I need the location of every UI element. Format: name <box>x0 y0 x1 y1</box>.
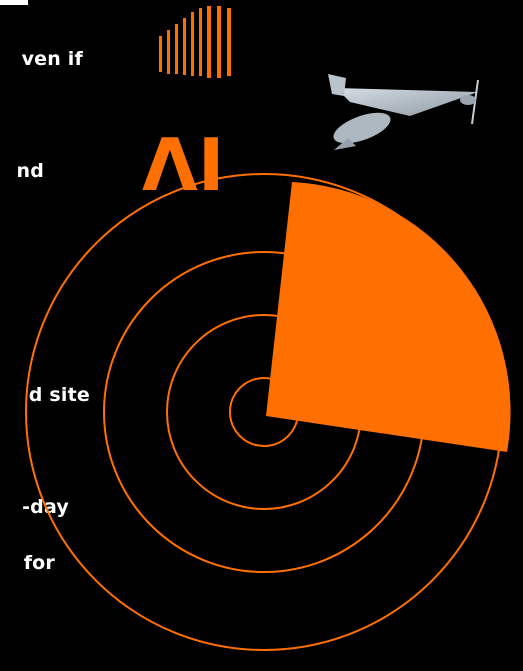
drone-nose <box>334 138 356 150</box>
radar-ring-4 <box>25 173 503 651</box>
drone-motor <box>460 95 476 105</box>
text-line: nd <box>16 160 44 182</box>
text-fragment-top <box>0 0 28 5</box>
radar-ring-1 <box>229 377 299 447</box>
radar-sweep-sector <box>266 182 511 452</box>
ai-logo: ΛI <box>142 6 231 194</box>
radar-ring-2 <box>166 314 362 510</box>
text-line: ven if <box>21 48 83 70</box>
radar-ring-3 <box>103 251 425 573</box>
drone-wing <box>336 88 478 116</box>
drone-image <box>328 74 479 150</box>
logo-text: ΛI <box>142 123 225 194</box>
signal-bars-icon <box>159 6 231 78</box>
drone-fin <box>328 74 346 96</box>
text-line: d site <box>28 384 90 406</box>
drone-fuselage <box>333 112 391 144</box>
text-line: for <box>23 552 55 574</box>
